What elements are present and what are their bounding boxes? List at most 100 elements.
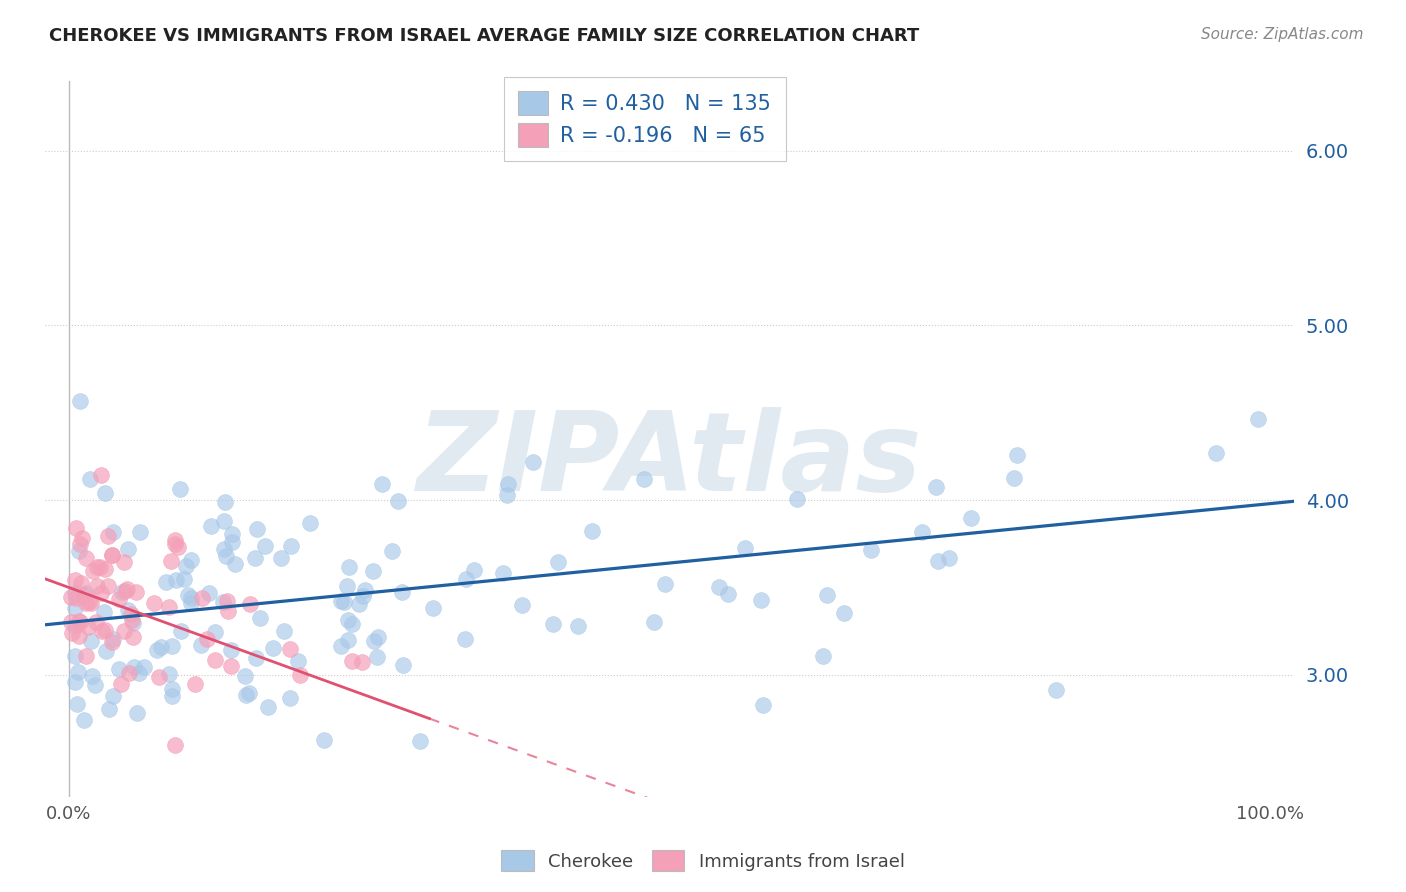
Point — [190, 638, 212, 652]
Point — [496, 476, 519, 491]
Point — [815, 588, 838, 602]
Point — [84, 615, 107, 630]
Point — [121, 615, 143, 630]
Point — [211, 594, 233, 608]
Point — [633, 472, 655, 486]
Point — [86, 559, 108, 574]
Point — [204, 653, 226, 667]
Point — [157, 599, 180, 614]
Point — [1005, 448, 1028, 462]
Point — [333, 595, 356, 609]
Point — [654, 577, 676, 591]
Point — [387, 494, 409, 508]
Point — [162, 639, 184, 653]
Point — [117, 541, 139, 556]
Point — [180, 552, 202, 566]
Point — [184, 677, 207, 691]
Point — [125, 706, 148, 720]
Point — [224, 557, 246, 571]
Point — [280, 539, 302, 553]
Point — [832, 606, 855, 620]
Point — [522, 455, 544, 469]
Point — [63, 618, 86, 632]
Point — [329, 594, 352, 608]
Point — [254, 539, 277, 553]
Point — [67, 615, 90, 629]
Point — [215, 549, 238, 563]
Point — [496, 488, 519, 502]
Point — [60, 625, 83, 640]
Point — [97, 529, 120, 543]
Point — [751, 698, 773, 712]
Point — [97, 578, 120, 592]
Point — [288, 668, 311, 682]
Point — [160, 689, 183, 703]
Point — [67, 665, 90, 679]
Point — [110, 584, 132, 599]
Point — [79, 634, 101, 648]
Point — [198, 586, 221, 600]
Point — [366, 650, 388, 665]
Point — [149, 640, 172, 655]
Point — [69, 536, 91, 550]
Point — [90, 585, 112, 599]
Point — [65, 521, 87, 535]
Legend: R = 0.430   N = 135, R = -0.196   N = 65: R = 0.430 N = 135, R = -0.196 N = 65 — [503, 77, 786, 161]
Point — [69, 615, 91, 630]
Point — [239, 597, 262, 611]
Point — [221, 659, 243, 673]
Point — [173, 572, 195, 586]
Point — [299, 516, 322, 530]
Point — [100, 549, 122, 563]
Point — [392, 657, 415, 672]
Point — [959, 511, 981, 525]
Point — [67, 629, 90, 643]
Point — [125, 584, 148, 599]
Point — [233, 668, 256, 682]
Point — [336, 632, 359, 647]
Point — [75, 550, 97, 565]
Point — [215, 594, 238, 608]
Point — [112, 555, 135, 569]
Point — [67, 544, 90, 558]
Point — [112, 624, 135, 639]
Point — [547, 555, 569, 569]
Point — [246, 522, 269, 536]
Point — [63, 586, 86, 600]
Point — [91, 624, 114, 639]
Point — [180, 591, 202, 606]
Point — [352, 589, 374, 603]
Point — [63, 648, 86, 663]
Point — [174, 558, 197, 573]
Point — [60, 615, 83, 630]
Point — [278, 642, 301, 657]
Point — [510, 598, 533, 612]
Point — [148, 670, 170, 684]
Point — [371, 476, 394, 491]
Point — [859, 542, 882, 557]
Point — [337, 613, 360, 627]
Point — [63, 601, 86, 615]
Point — [217, 604, 239, 618]
Point — [108, 662, 131, 676]
Point — [214, 495, 236, 509]
Point — [340, 654, 363, 668]
Point — [132, 660, 155, 674]
Point — [200, 519, 222, 533]
Point — [643, 615, 665, 629]
Point — [69, 393, 91, 408]
Point — [337, 559, 360, 574]
Point — [363, 633, 385, 648]
Point — [314, 732, 336, 747]
Point — [117, 582, 139, 596]
Point — [278, 691, 301, 706]
Point — [93, 605, 115, 619]
Point — [262, 641, 284, 656]
Point — [118, 666, 141, 681]
Point — [219, 643, 242, 657]
Point — [146, 643, 169, 657]
Point — [238, 686, 260, 700]
Point — [911, 525, 934, 540]
Point — [73, 714, 96, 728]
Point — [235, 688, 257, 702]
